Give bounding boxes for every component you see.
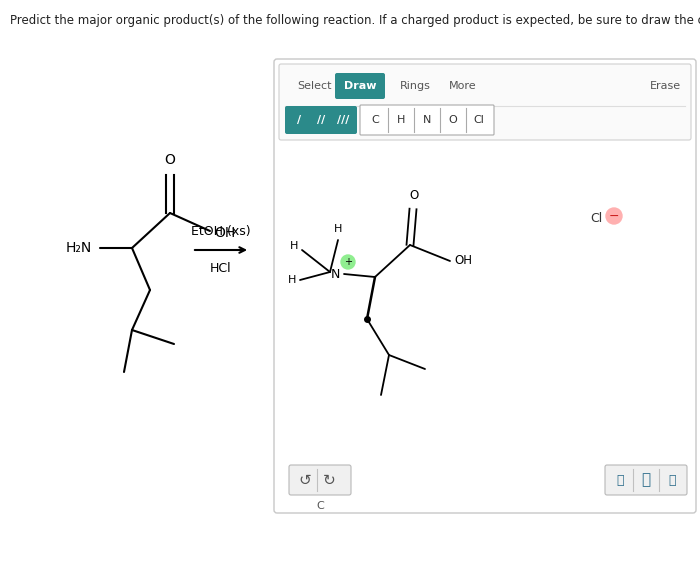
FancyBboxPatch shape xyxy=(289,465,351,495)
Text: More: More xyxy=(449,81,477,91)
FancyBboxPatch shape xyxy=(274,59,696,513)
Text: 🔍: 🔍 xyxy=(668,473,676,486)
Text: C: C xyxy=(316,501,324,511)
Text: −: − xyxy=(609,210,620,223)
FancyBboxPatch shape xyxy=(605,465,687,495)
FancyBboxPatch shape xyxy=(335,73,385,99)
Text: OH: OH xyxy=(214,226,235,240)
Text: Rings: Rings xyxy=(400,81,430,91)
Circle shape xyxy=(341,255,355,269)
Text: H: H xyxy=(334,224,342,234)
FancyBboxPatch shape xyxy=(285,106,357,134)
Text: H₂N: H₂N xyxy=(66,241,92,255)
Text: Erase: Erase xyxy=(650,81,681,91)
Text: EtOH (xs): EtOH (xs) xyxy=(191,225,251,238)
Text: Select: Select xyxy=(298,81,332,91)
Text: 🔍: 🔍 xyxy=(616,473,624,486)
Text: O: O xyxy=(164,153,176,167)
Text: C: C xyxy=(371,115,379,125)
Text: O: O xyxy=(449,115,457,125)
Text: ///: /// xyxy=(337,115,349,125)
Text: Cl: Cl xyxy=(590,211,602,224)
Text: ↺: ↺ xyxy=(299,472,312,488)
Text: N: N xyxy=(330,267,340,280)
Text: Cl: Cl xyxy=(474,115,484,125)
Circle shape xyxy=(606,208,622,224)
Text: Draw: Draw xyxy=(344,81,377,91)
Text: H: H xyxy=(290,241,298,251)
Text: H: H xyxy=(397,115,405,125)
FancyBboxPatch shape xyxy=(279,64,691,140)
Text: N: N xyxy=(423,115,431,125)
Text: H: H xyxy=(288,275,296,285)
FancyBboxPatch shape xyxy=(360,105,494,135)
Text: ⤵: ⤵ xyxy=(641,472,650,488)
Text: //: // xyxy=(317,115,325,125)
Text: ↻: ↻ xyxy=(323,472,335,488)
Text: /: / xyxy=(297,115,301,125)
Text: +: + xyxy=(344,257,352,267)
Text: HCl: HCl xyxy=(210,262,232,275)
Text: O: O xyxy=(410,189,419,202)
Text: OH: OH xyxy=(454,254,472,267)
Text: Predict the major organic product(s) of the following reaction. If a charged pro: Predict the major organic product(s) of … xyxy=(10,14,700,27)
